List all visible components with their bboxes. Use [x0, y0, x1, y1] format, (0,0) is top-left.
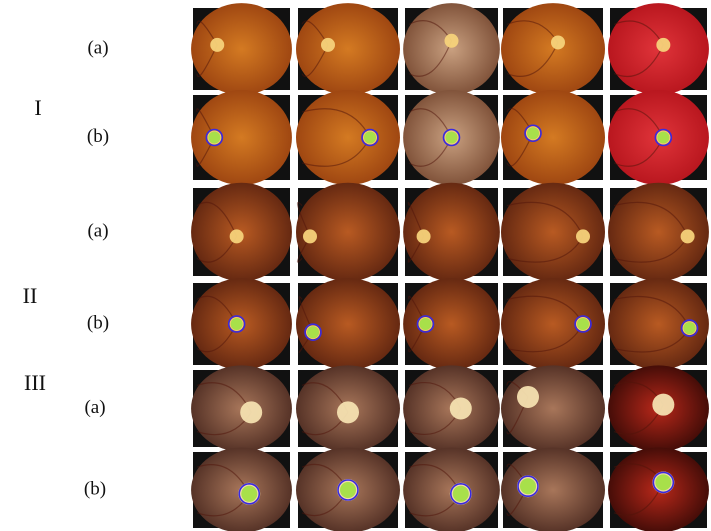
retina [501, 90, 605, 185]
detected-disc [520, 478, 536, 494]
detected-disc [340, 482, 356, 498]
fundus-image [191, 3, 292, 95]
row-label: (a) [87, 37, 108, 58]
retina [608, 183, 709, 282]
fundus-image [403, 3, 500, 95]
detected-disc [419, 318, 431, 330]
optic-disc [230, 229, 244, 243]
fundus-image [403, 183, 500, 282]
retina [403, 183, 500, 282]
row-label: (a) [87, 220, 108, 241]
optic-disc [210, 38, 224, 52]
fundus-image [296, 183, 400, 282]
retina [501, 3, 605, 95]
fundus-image [403, 447, 500, 531]
row-label: (b) [84, 478, 106, 499]
optic-disc [576, 229, 590, 243]
retina [501, 447, 605, 531]
fundus-image [191, 183, 292, 282]
fundus-image [501, 3, 605, 95]
optic-disc [450, 398, 472, 420]
fundus-image [501, 90, 605, 185]
fundus-image [403, 278, 500, 370]
retina [501, 183, 605, 282]
detected-disc [208, 132, 220, 144]
fundus-image [608, 447, 709, 531]
fundus-image [608, 278, 709, 370]
optic-disc [551, 35, 565, 49]
detected-disc [307, 326, 319, 338]
fundus-image [296, 3, 400, 95]
fundus-image [191, 365, 292, 451]
retina [191, 3, 292, 95]
fundus-image [403, 365, 500, 451]
fundus-image [608, 365, 709, 451]
detected-disc [364, 132, 376, 144]
optic-disc [445, 34, 459, 48]
fundus-image [608, 3, 709, 95]
detected-disc [657, 132, 669, 144]
detected-disc [527, 127, 539, 139]
optic-disc [303, 229, 317, 243]
optic-disc [517, 386, 539, 408]
row-label: (b) [87, 126, 109, 147]
row-label: (b) [87, 312, 109, 333]
detected-disc [655, 474, 671, 490]
detected-disc [453, 486, 469, 502]
group-label: III [24, 370, 46, 395]
fundus-image [296, 278, 400, 370]
retina [501, 365, 605, 451]
fundus-image [501, 365, 605, 451]
retina [296, 90, 400, 185]
fundus-image [191, 90, 292, 185]
fundus-image [501, 183, 605, 282]
optic-disc [656, 38, 670, 52]
row-label: (a) [84, 397, 105, 418]
optic-disc [240, 401, 262, 423]
detected-disc [241, 486, 257, 502]
fundus-image [296, 365, 400, 451]
optic-disc [417, 229, 431, 243]
retina [403, 3, 500, 95]
fundus-image [191, 447, 292, 531]
figure: I (a) (b) II (a) (b) III (a) (b) [0, 0, 711, 531]
fundus-image [296, 447, 400, 531]
optic-disc [652, 394, 674, 416]
group-label: I [34, 95, 41, 120]
optic-disc [337, 401, 359, 423]
group-label: II [23, 283, 38, 308]
fundus-image [608, 90, 709, 185]
optic-disc [321, 38, 335, 52]
detected-disc [577, 318, 589, 330]
fundus-image [501, 447, 605, 531]
detected-disc [684, 322, 696, 334]
fundus-image [191, 278, 292, 370]
fundus-image [403, 90, 500, 185]
fundus-image [608, 183, 709, 282]
fundus-image [296, 90, 400, 185]
detected-disc [231, 318, 243, 330]
detected-disc [446, 132, 458, 144]
optic-disc [681, 229, 695, 243]
fundus-image [501, 278, 605, 370]
retina [296, 3, 400, 95]
